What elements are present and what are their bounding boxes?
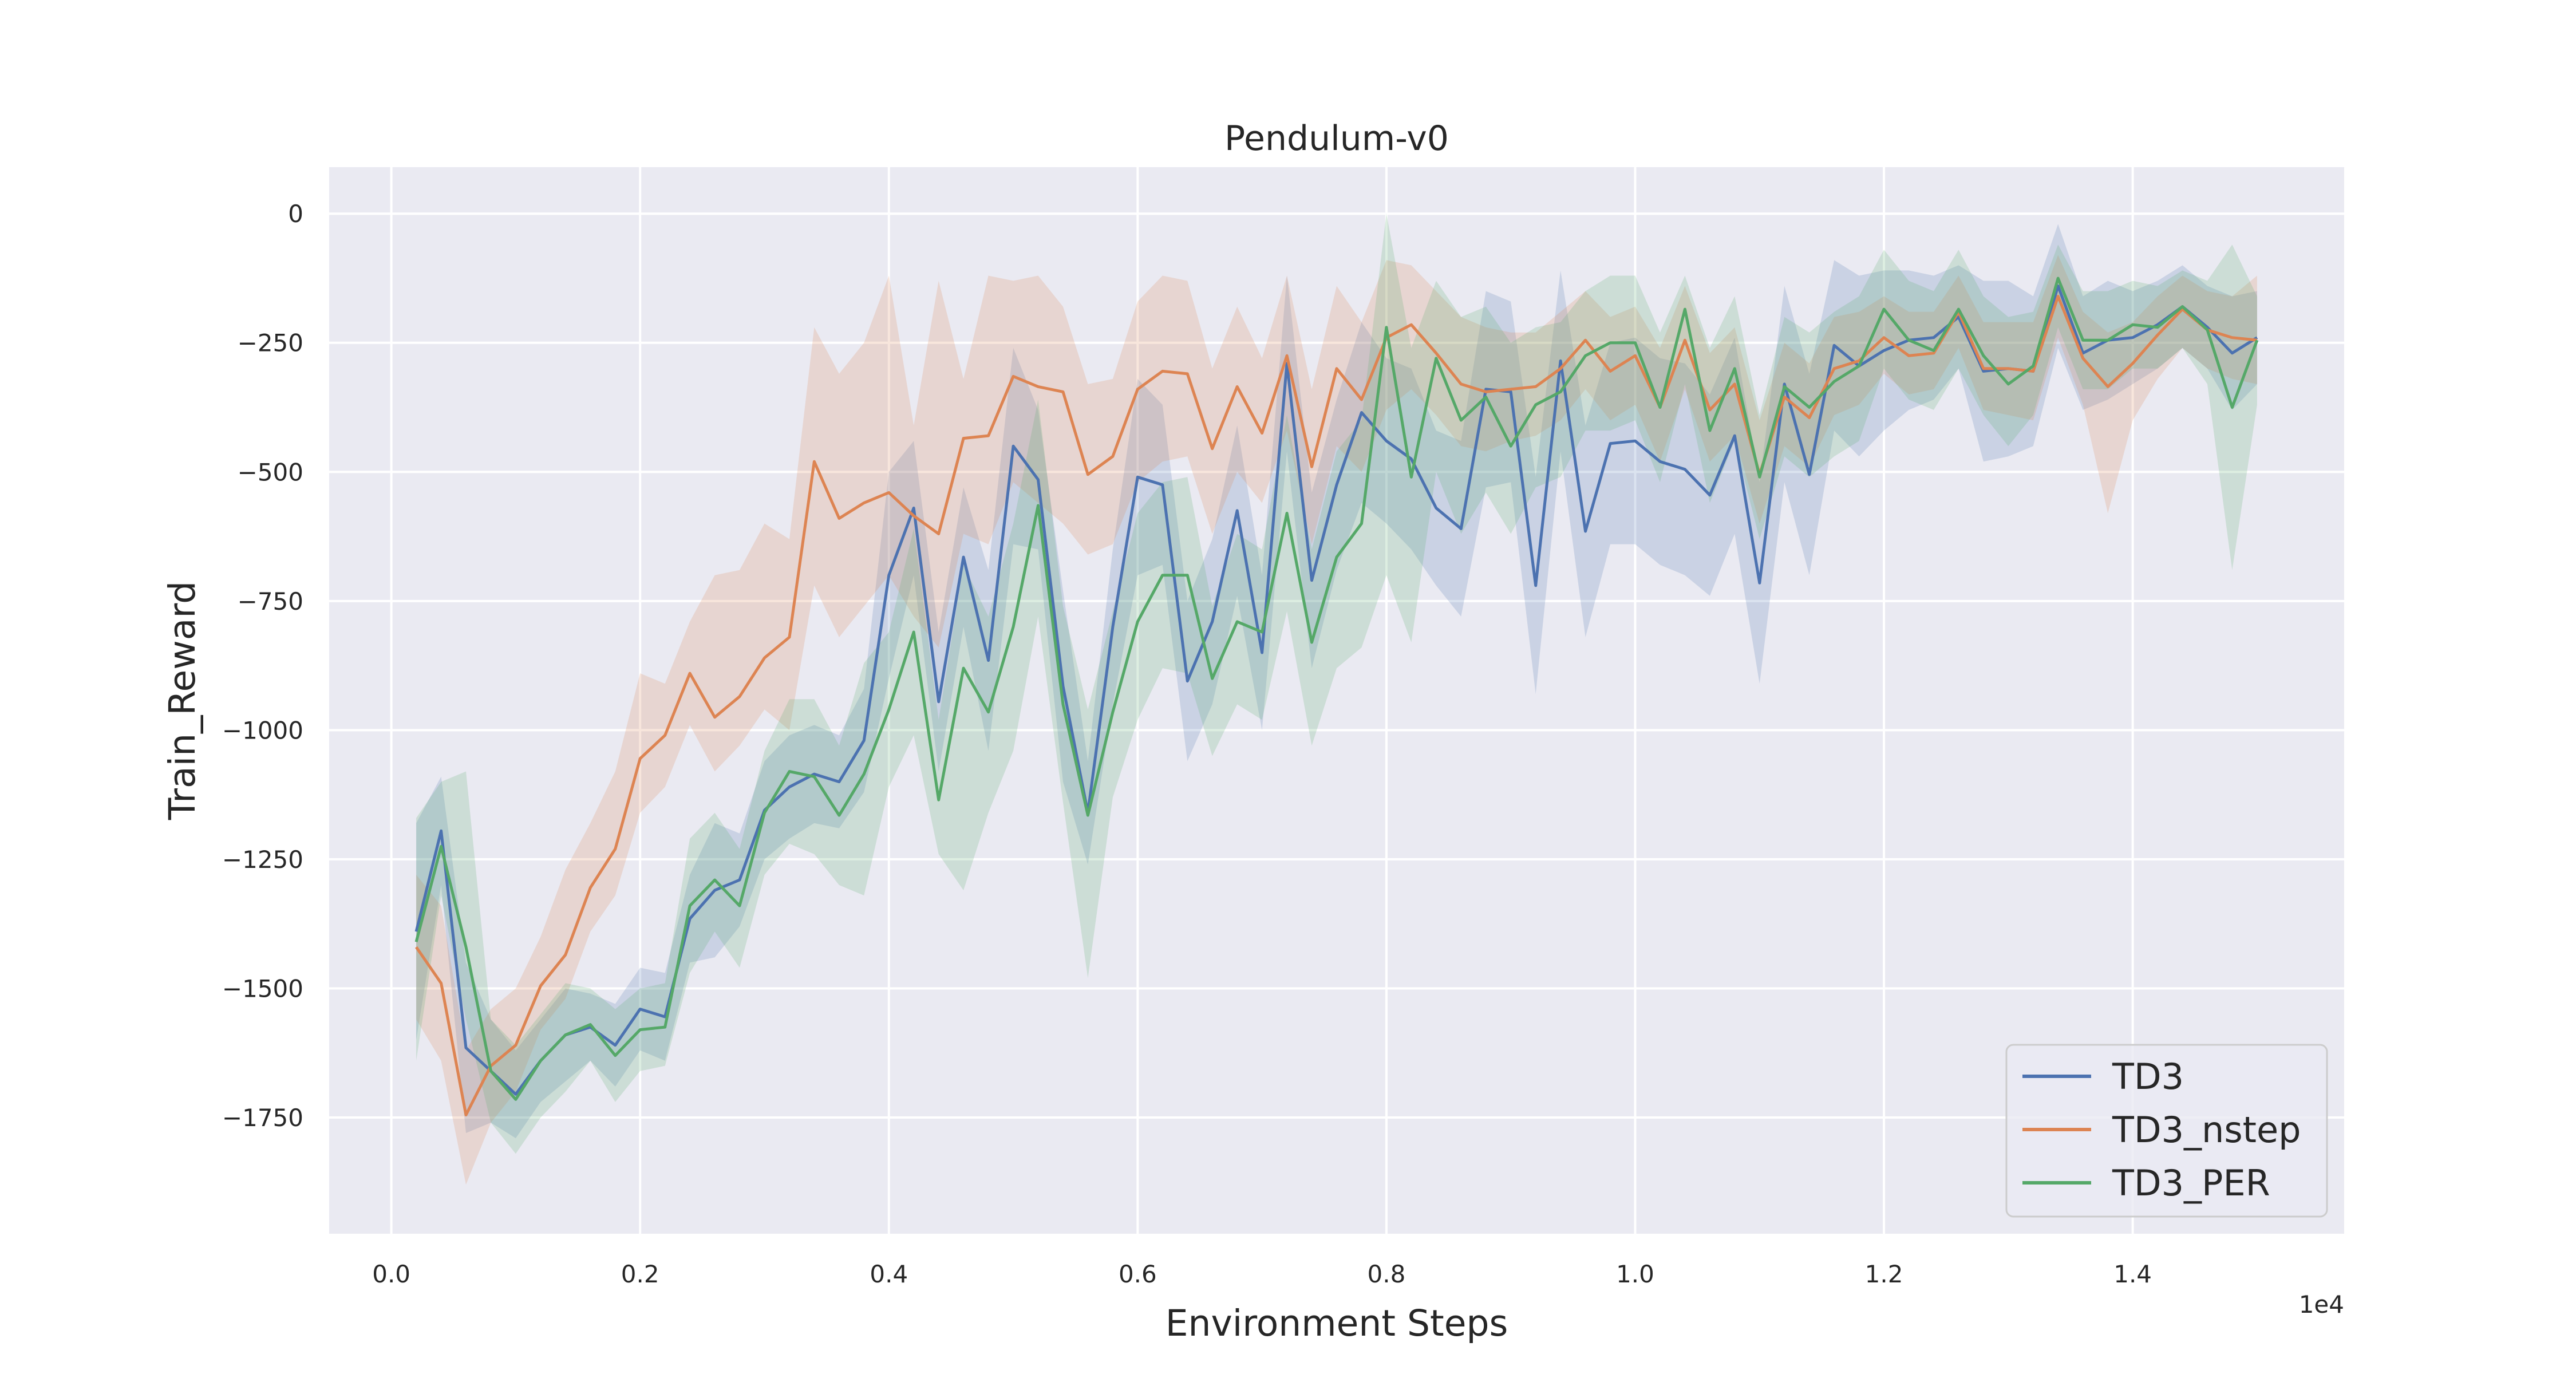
y-tick-label: 0 bbox=[288, 200, 303, 228]
x-tick-label: 0.2 bbox=[621, 1260, 659, 1288]
x-tick-label: 0.4 bbox=[870, 1260, 908, 1288]
legend-label-td3_nstep: TD3_nstep bbox=[2112, 1109, 2301, 1151]
y-tick-label: −1750 bbox=[222, 1104, 303, 1132]
confidence-bands bbox=[416, 214, 2257, 1185]
y-tick-label: −1000 bbox=[222, 716, 303, 744]
x-tick-label: 1.0 bbox=[1616, 1260, 1654, 1288]
legend-box bbox=[2005, 1044, 2328, 1218]
chart-title: Pendulum-v0 bbox=[1224, 119, 1449, 159]
legend-label-td3_per: TD3_PER bbox=[2112, 1162, 2270, 1204]
y-tick-label: −750 bbox=[238, 587, 303, 615]
band-td3_per bbox=[416, 214, 2257, 1154]
x-axis-label: Environment Steps bbox=[1165, 1302, 1508, 1344]
y-axis-label: Train_Reward bbox=[161, 581, 203, 820]
x-tick-label: 0.0 bbox=[372, 1260, 410, 1288]
x-tick-label: 1.2 bbox=[1865, 1260, 1903, 1288]
band-td3_nstep bbox=[416, 255, 2257, 1185]
x-tick-label: 0.8 bbox=[1368, 1260, 1406, 1288]
series-lines bbox=[414, 277, 2259, 1116]
legend: TD3 TD3_nstep TD3_PER bbox=[2005, 1044, 2328, 1218]
y-tick-label: −1500 bbox=[222, 974, 303, 1002]
x-axis-offset-label: 1e4 bbox=[2299, 1290, 2344, 1318]
y-tick-label: −500 bbox=[238, 458, 303, 486]
y-tick-label: −250 bbox=[238, 329, 303, 357]
x-tick-label: 0.6 bbox=[1119, 1260, 1157, 1288]
y-axis-ticks: 0 −250 −500 −750 −1000 −1250 −1500 −1750 bbox=[222, 200, 303, 1132]
legend-label-td3: TD3 bbox=[2112, 1056, 2184, 1097]
band-td3 bbox=[416, 224, 2257, 1139]
y-tick-label: −1250 bbox=[222, 846, 303, 874]
line-td3_per bbox=[414, 277, 2259, 1101]
x-axis-ticks: 0.0 0.2 0.4 0.6 0.8 1.0 1.2 1.4 bbox=[372, 1260, 2152, 1288]
x-tick-label: 1.4 bbox=[2113, 1260, 2152, 1288]
